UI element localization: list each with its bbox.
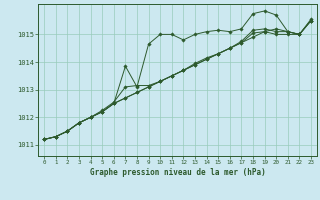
X-axis label: Graphe pression niveau de la mer (hPa): Graphe pression niveau de la mer (hPa) [90,168,266,177]
